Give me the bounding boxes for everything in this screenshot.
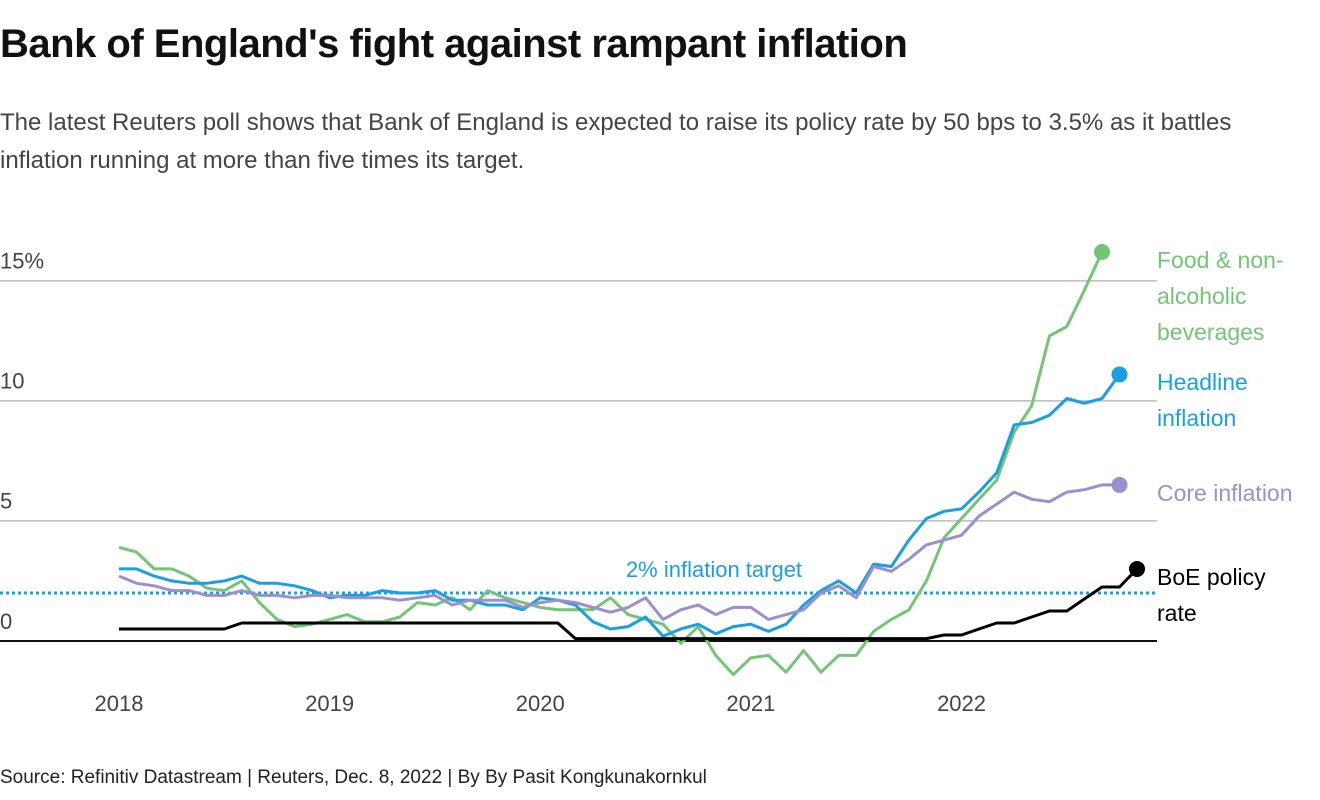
chart-title: Bank of England's fight against rampant … [0, 22, 908, 66]
end-dot [1111, 476, 1128, 493]
y-tick-label: 5 [0, 489, 12, 514]
x-tick-label: 2019 [305, 691, 354, 716]
y-tick-label: 10 [0, 369, 24, 394]
series-line [118, 483, 1120, 621]
y-tick-label: 15% [0, 249, 44, 274]
target-label: 2% inflation target [626, 557, 802, 582]
series-label: Food & non-alcoholic beverages [1157, 247, 1284, 345]
x-tick-label: 2021 [726, 691, 775, 716]
end-dot [1094, 244, 1111, 261]
series-label: BoE policy rate [1157, 563, 1266, 626]
series-line [119, 567, 1139, 641]
x-tick-label: 2018 [95, 691, 144, 716]
source-note: Source: Refinitiv Datastream | Reuters, … [0, 767, 707, 788]
y-tick-label: 0 [0, 609, 12, 634]
x-tick-label: 2020 [516, 691, 565, 716]
x-tick-label: 2022 [937, 691, 986, 716]
end-dot [1129, 560, 1145, 577]
series-label: Core inflation [1157, 479, 1293, 506]
end-dot [1111, 366, 1128, 383]
series-label: Headline inflation [1157, 369, 1248, 432]
series-line [119, 373, 1121, 638]
chart-subtitle: The latest Reuters poll shows that Bank … [0, 109, 1232, 174]
